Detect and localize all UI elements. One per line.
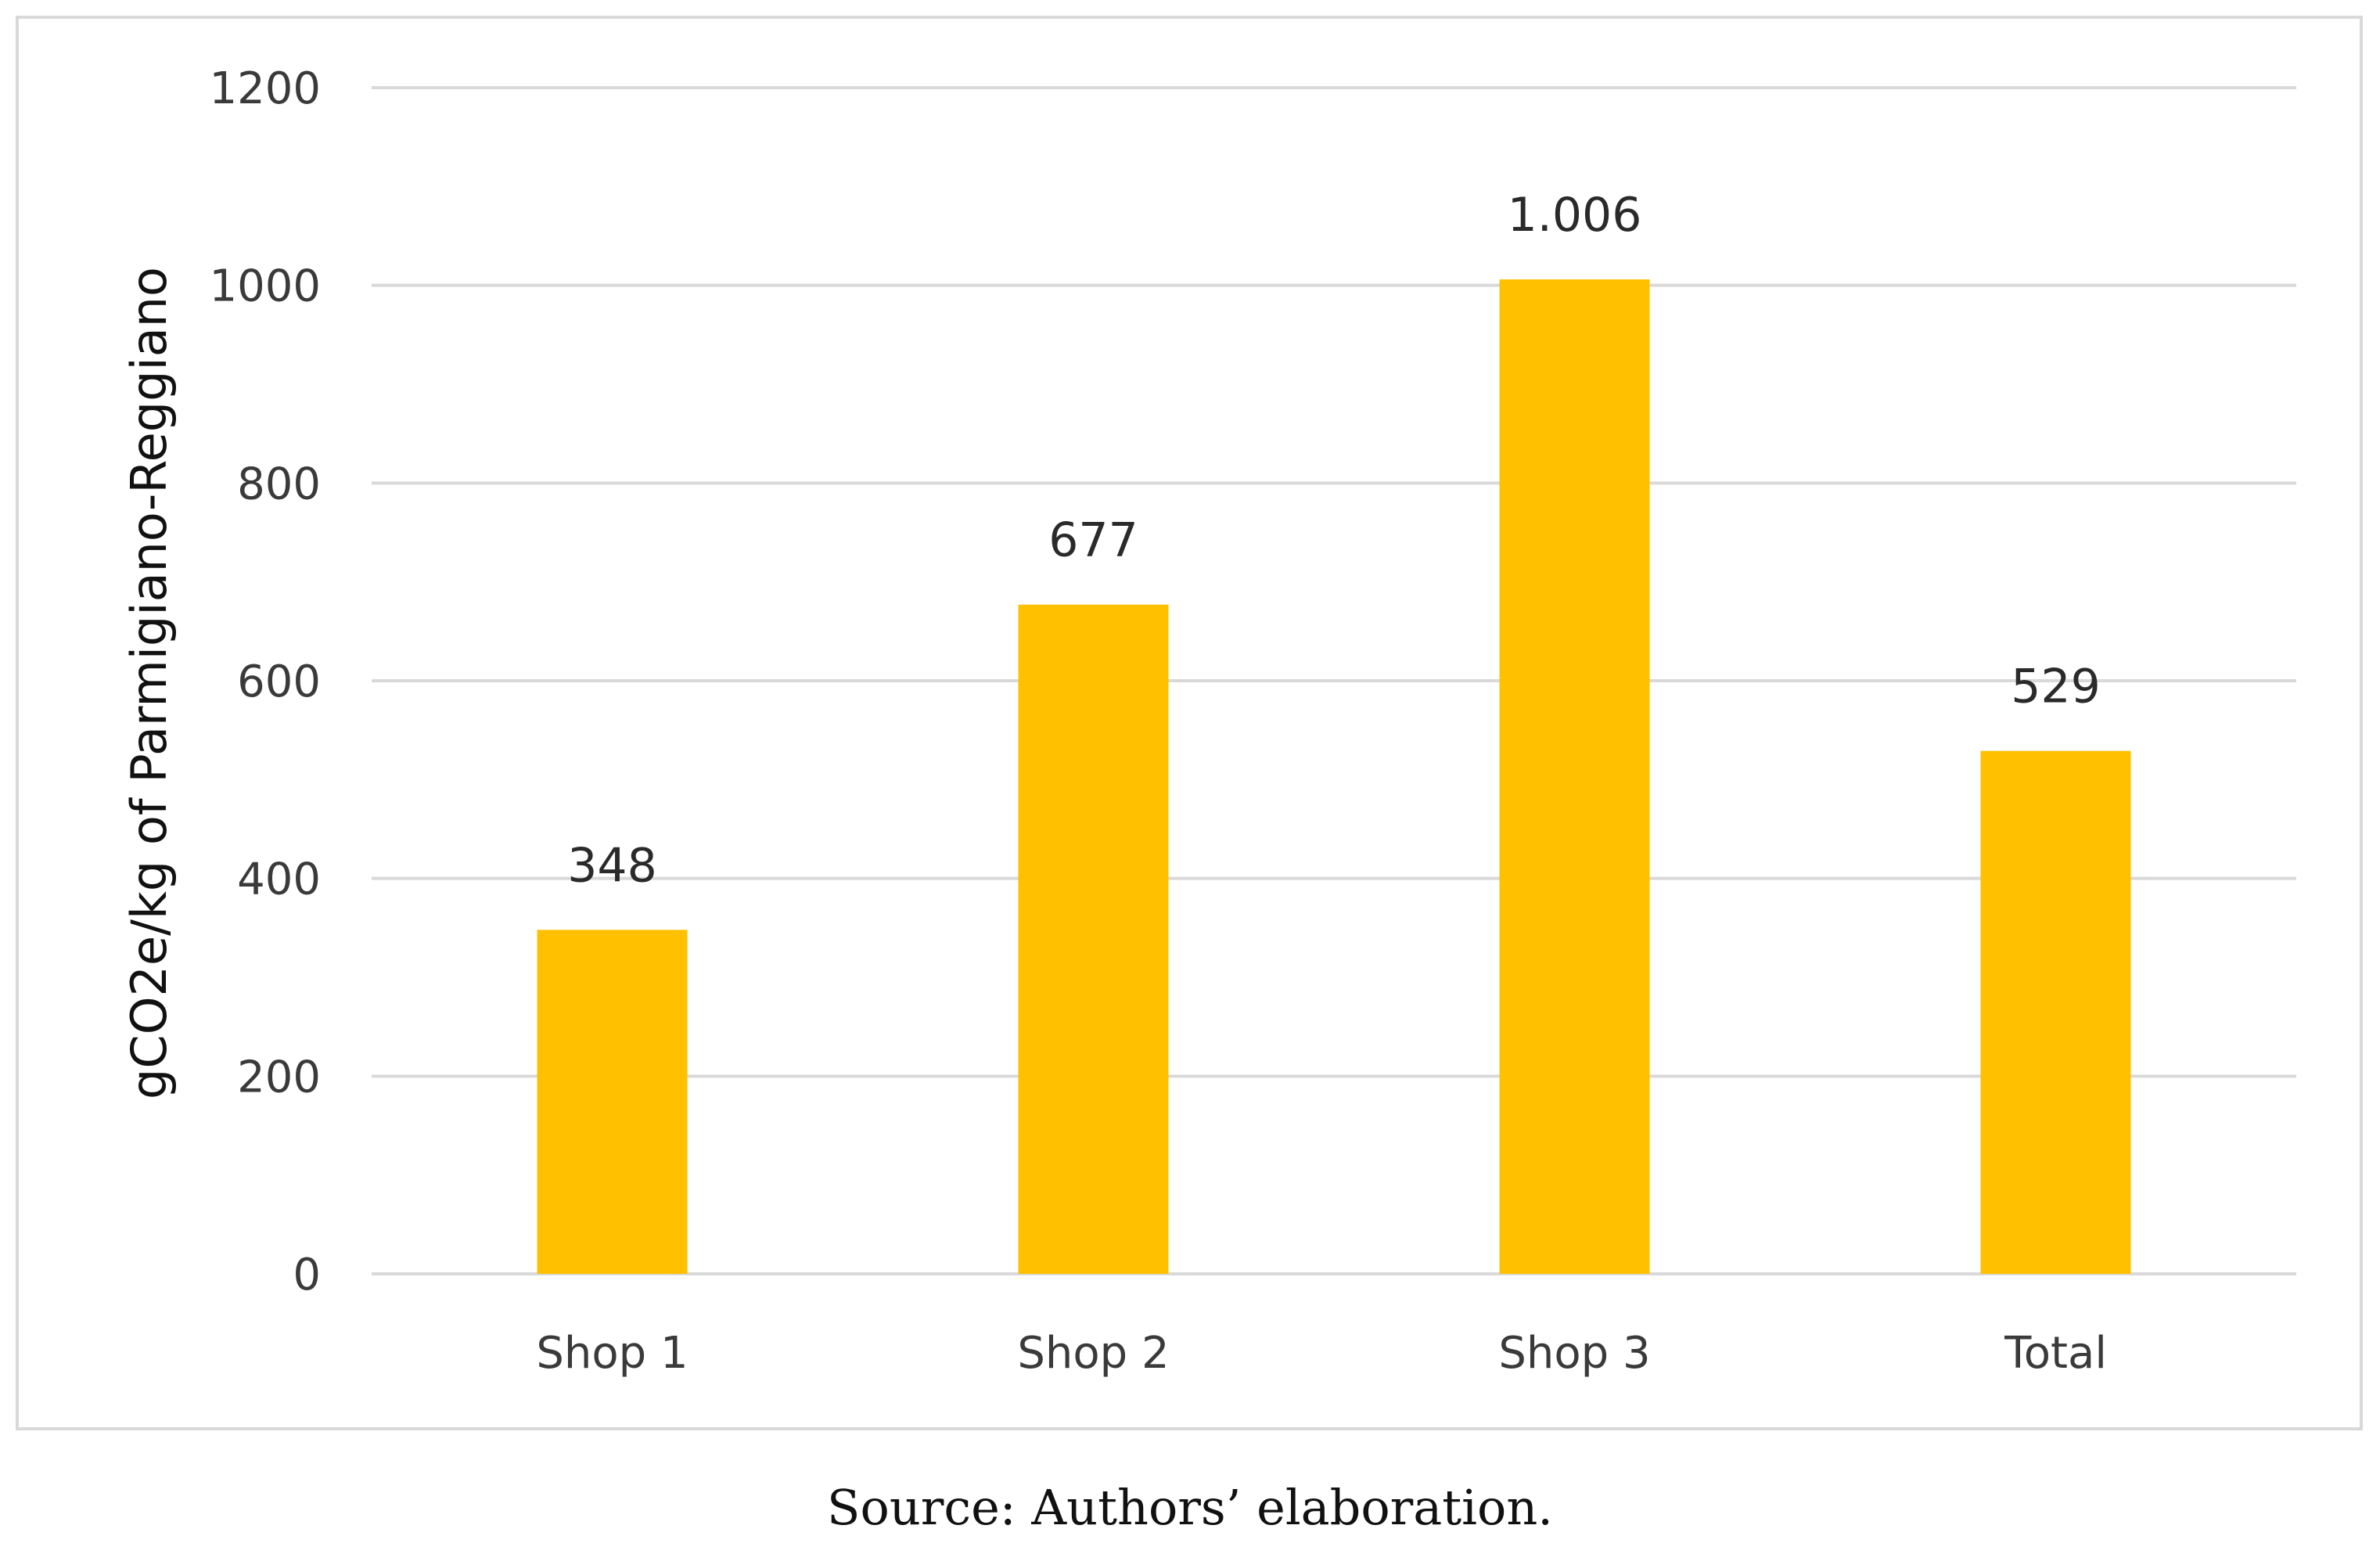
source-note: Source: Authors’ elaboration.	[827, 1479, 1553, 1536]
data-label: 677	[1048, 513, 1138, 568]
data-labels: 348 677 1.006 529	[567, 188, 2101, 893]
y-tick-label: 200	[237, 1052, 321, 1103]
x-tick-label: Shop 3	[1498, 1328, 1650, 1379]
x-tick-label: Shop 1	[536, 1328, 688, 1379]
y-axis-label: gCO2e/kg of Parmigiano-Reggiano	[120, 267, 178, 1099]
data-label: 348	[567, 838, 657, 893]
x-axis-ticks: Shop 1 Shop 2 Shop 3 Total	[536, 1328, 2107, 1379]
bars	[537, 279, 2131, 1274]
x-tick-label: Total	[2004, 1328, 2107, 1379]
bar	[537, 930, 688, 1274]
data-label: 529	[2011, 660, 2101, 714]
bar-chart: 0 200 400 600 800 1000 1200 348 677 1.006 529 Sho…	[120, 63, 2296, 1379]
data-label: 1.006	[1508, 188, 1642, 243]
y-tick-label: 0	[293, 1250, 321, 1300]
y-tick-label: 400	[237, 854, 321, 905]
y-tick-label: 1200	[209, 63, 321, 114]
bar	[1499, 279, 1650, 1274]
gridlines	[372, 86, 2296, 1275]
bar	[1018, 604, 1169, 1274]
y-tick-label: 800	[237, 459, 321, 509]
y-tick-label: 1000	[209, 261, 321, 312]
y-tick-label: 600	[237, 656, 321, 707]
bar	[1980, 750, 2131, 1274]
chart-frame	[16, 16, 2363, 1430]
y-axis-ticks: 0 200 400 600 800 1000 1200	[209, 63, 321, 1300]
x-tick-label: Shop 2	[1017, 1328, 1169, 1379]
